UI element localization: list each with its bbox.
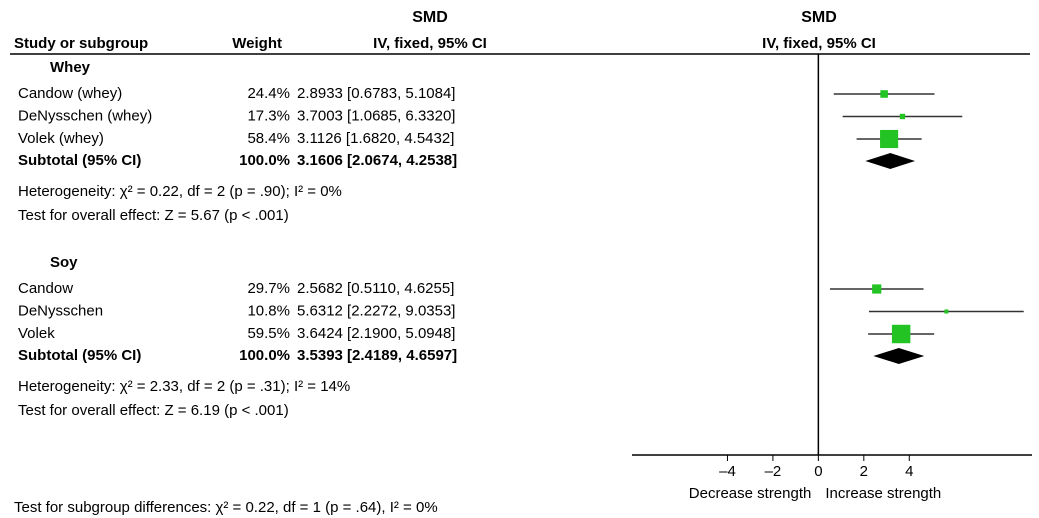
subtotal-ci-label: 3.1606 [2.0674, 4.2538] <box>297 152 457 169</box>
study-name: DeNysschen <box>18 302 103 319</box>
left-subtitle: IV, fixed, 95% CI <box>373 35 487 52</box>
study-name: Volek <box>18 325 55 342</box>
ci-label: 5.6312 [2.2272, 9.0353] <box>297 302 455 319</box>
study-name: Candow (whey) <box>18 85 122 102</box>
study-header: Study or subgroup <box>14 35 148 52</box>
weight: 10.8% <box>247 302 290 319</box>
effect-square <box>891 324 911 344</box>
group-name: Whey <box>50 59 91 76</box>
effect-square <box>872 284 882 294</box>
ci-label: 2.5682 [0.5110, 4.6255] <box>297 280 454 297</box>
x-tick-label: –4 <box>719 463 736 480</box>
x-tick-label: 4 <box>905 463 913 480</box>
study-name: DeNysschen (whey) <box>18 107 152 124</box>
weight: 59.5% <box>247 325 290 342</box>
subtotal-ci-label: 3.5393 [2.4189, 4.6597] <box>297 347 457 364</box>
heterogeneity: Heterogeneity: χ² = 0.22, df = 2 (p = .9… <box>18 183 342 200</box>
weight: 17.3% <box>247 107 290 124</box>
weight: 29.7% <box>247 280 290 297</box>
subtotal-diamond <box>865 153 916 169</box>
ci-label: 2.8933 [0.6783, 5.1084] <box>297 85 455 102</box>
effect-square <box>880 90 888 98</box>
study-name: Volek (whey) <box>18 130 104 147</box>
weight-header: Weight <box>232 35 282 52</box>
overall-effect: Test for overall effect: Z = 5.67 (p < .… <box>18 207 289 224</box>
footer: Test for subgroup differences: χ² = 0.22… <box>14 499 438 516</box>
x-label-left: Decrease strength <box>689 485 812 502</box>
overall-effect: Test for overall effect: Z = 6.19 (p < .… <box>18 402 289 419</box>
effect-square <box>880 129 899 149</box>
right-title: SMD <box>801 9 837 26</box>
effect-square <box>899 113 906 120</box>
x-tick-label: 0 <box>814 463 822 480</box>
group-name: Soy <box>50 254 78 271</box>
study-name: Candow <box>18 280 73 297</box>
subtotal-weight: 100.0% <box>239 152 290 169</box>
heterogeneity: Heterogeneity: χ² = 2.33, df = 2 (p = .3… <box>18 378 350 395</box>
effect-square <box>944 309 949 314</box>
right-subtitle: IV, fixed, 95% CI <box>762 35 876 52</box>
weight: 24.4% <box>247 85 290 102</box>
ci-label: 3.1126 [1.6820, 4.5432] <box>297 130 454 147</box>
subtotal-diamond <box>873 348 925 364</box>
subtotal-name: Subtotal (95% CI) <box>18 152 141 169</box>
x-tick-label: –2 <box>765 463 782 480</box>
x-tick-label: 2 <box>860 463 868 480</box>
subtotal-weight: 100.0% <box>239 347 290 364</box>
x-label-right: Increase strength <box>825 485 941 502</box>
subtotal-name: Subtotal (95% CI) <box>18 347 141 364</box>
ci-label: 3.7003 [1.0685, 6.3320] <box>297 107 455 124</box>
left-title: SMD <box>412 9 448 26</box>
ci-label: 3.6424 [2.1900, 5.0948] <box>297 325 455 342</box>
weight: 58.4% <box>247 130 290 147</box>
